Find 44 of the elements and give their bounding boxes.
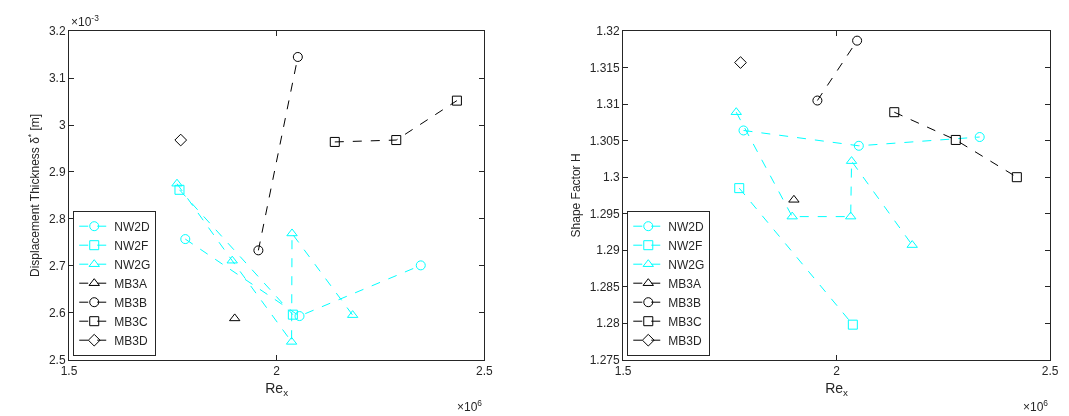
legend-label: MB3D [668, 333, 702, 348]
y-tick-label: 3 [58, 118, 66, 133]
y-tick-label: 1.285 [589, 279, 620, 294]
legend-label: MB3B [668, 295, 701, 310]
y-tick-label: 1.28 [596, 316, 620, 331]
y-tick-label: 3.1 [48, 71, 66, 86]
y-tick-label: 1.305 [589, 133, 620, 148]
legend-label: MB3A [668, 276, 701, 291]
y-tick-label: 2.9 [48, 165, 66, 180]
y-tick-label: 1.29 [596, 243, 620, 258]
text: ×10$^{-3}$ [71, 13, 100, 30]
y-tick-label: 2.7 [48, 259, 66, 274]
legend-label: NW2D [668, 219, 704, 234]
y-tick-label: 1.295 [589, 206, 620, 221]
x-axis-title: Re$_{x}$ [825, 380, 849, 399]
legend-label: MB3A [114, 276, 147, 291]
y-tick-label: 2.8 [48, 212, 66, 227]
legend-label: NW2G [114, 257, 151, 272]
text: ×10$^{6}$ [457, 398, 483, 415]
legend-label: NW2F [114, 238, 149, 253]
y-tick-label: 1.3 [602, 170, 620, 185]
text: ×10$^{6}$ [1023, 398, 1049, 415]
legend-label: NW2G [668, 257, 705, 272]
y-tick-label: 1.315 [589, 60, 620, 75]
x-tick-label: 2.5 [1041, 364, 1059, 379]
x-tick-label: 2 [833, 364, 841, 379]
y-tick-label: 1.275 [589, 352, 620, 367]
legend-label: MB3C [668, 314, 702, 329]
x-tick-label: 1.5 [60, 364, 78, 379]
legend-label: MB3B [114, 295, 147, 310]
x-tick-label: 2.5 [475, 364, 493, 379]
x-tick-label: 1.5 [614, 364, 632, 379]
y-tick-label: 1.32 [596, 24, 620, 39]
y-tick-label: 2.5 [48, 352, 66, 367]
legend-label: NW2F [668, 238, 703, 253]
legend-label: NW2D [114, 219, 150, 234]
legend-label: MB3D [114, 333, 148, 348]
x-tick-label: 2 [273, 364, 281, 379]
y-tick-label: 3.2 [48, 24, 66, 39]
y-axis-title: Shape Factor H [568, 153, 583, 238]
y-tick-label: 2.6 [48, 305, 66, 320]
legend-label: MB3C [114, 314, 148, 329]
x-axis-title: Re$_{x}$ [265, 380, 289, 399]
y-tick-label: 1.31 [596, 97, 620, 112]
